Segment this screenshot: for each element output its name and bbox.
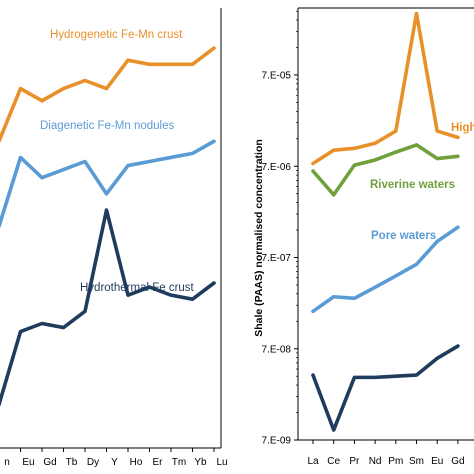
right-series-line-1 [311,143,460,197]
right-series-line-0 [311,11,460,166]
right-x-tick-label: Sm [409,456,424,467]
left-x-tick-label: n [4,457,10,468]
right-y-axis-label: Shale (PAAS) normalised concentration [253,139,265,337]
left-x-tick-label: Tm [172,457,186,468]
left-x-tick-label: Ho [130,457,143,468]
right-y-tick-label: 7.E-05 [262,71,292,82]
right-x-tick-label: La [307,456,319,467]
left-x-tick-label: Dy [87,457,99,468]
right-y-tick-label: 7.E-08 [262,344,292,355]
left-x-tick-label: Gd [43,457,56,468]
left-series-line-1 [0,139,216,228]
left-series-label: Diagenetic Fe-Mn nodules [40,120,174,132]
left-x-tick-label: Tb [66,457,78,468]
right-y-tick-label: 7.E-07 [262,253,292,264]
left-x-tick-label: Er [153,457,164,468]
left-series-line-0 [0,46,216,143]
left-series-label: Hydrogenetic Fe-Mn crust [50,29,183,41]
left-series-line-2 [0,208,216,406]
right-y-tick-label: 7.E-09 [262,436,292,447]
left-x-tick-label: Yb [194,457,207,468]
right-series-label: Pore waters [371,230,436,242]
right-x-tick-label: Eu [431,456,443,467]
right-x-tick-label: Gd [451,456,464,467]
left-panel: n Eu Gd Tb Dy Y Ho Er Tm Yb Lu Hydrogenetic Fe-Mn c… [0,8,228,468]
right-x-tick-label: Pr [349,456,360,467]
right-x-tick-label: Pm [388,456,403,467]
right-series-line-3 [311,344,460,432]
left-x-tick-label: Y [111,457,118,468]
right-series-label: Riverine waters [370,179,455,191]
left-x-tick-label: Lu [216,457,227,468]
right-x-tick-label: Ce [327,456,340,467]
right-panel: 7.E-05 7.E-06 7.E-07 7.E-08 7.E-09 Shale (PAA… [253,7,474,467]
right-y-tick-label: 7.E-06 [262,162,292,173]
left-x-tick-label: Eu [22,457,34,468]
left-series-label: Hydrothermal Fe crust [80,282,195,294]
right-series-line-2 [311,225,460,314]
right-series-label: High [451,122,474,134]
right-x-tick-label: Nd [369,456,382,467]
